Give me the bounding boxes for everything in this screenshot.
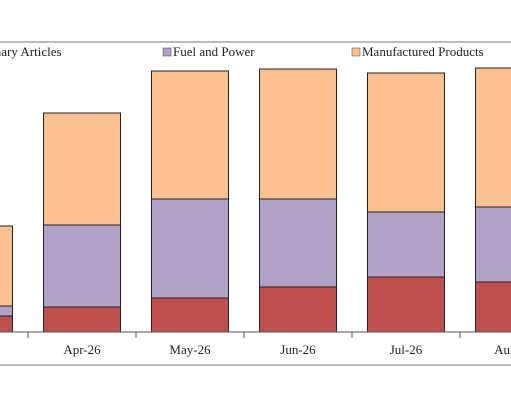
bar-segment — [43, 112, 121, 226]
legend-label: Primary Articles — [0, 44, 62, 59]
bar-segment — [367, 72, 445, 213]
legend-label: Fuel and Power — [173, 44, 255, 59]
bar-segment — [0, 225, 13, 307]
bar-segment — [475, 206, 511, 283]
chart-frame — [0, 41, 511, 366]
bar-segment — [151, 70, 229, 200]
x-tick-label: Aug-26 — [494, 342, 511, 357]
x-tick-label: May-26 — [169, 342, 211, 357]
legend-swatch — [162, 47, 172, 57]
legend-label: Manufactured Products — [362, 44, 484, 59]
bar-segment — [259, 198, 337, 288]
bar-segment — [475, 67, 511, 208]
bar-segment — [151, 198, 229, 299]
x-tick-label: Apr-26 — [63, 342, 101, 357]
x-tick-label: Jul-26 — [390, 342, 423, 357]
bar-segment — [475, 281, 511, 333]
bar-segment — [367, 211, 445, 278]
bar-segment — [43, 306, 121, 333]
legend-swatch — [351, 47, 361, 57]
bar-segment — [43, 224, 121, 308]
bar-segment — [367, 276, 445, 333]
bar-segment — [151, 297, 229, 333]
bar-segment — [259, 68, 337, 200]
bar-segment — [0, 315, 13, 333]
bar-segment — [0, 305, 13, 317]
x-tick-label: Jun-26 — [280, 342, 316, 357]
bar-segment — [259, 286, 337, 333]
